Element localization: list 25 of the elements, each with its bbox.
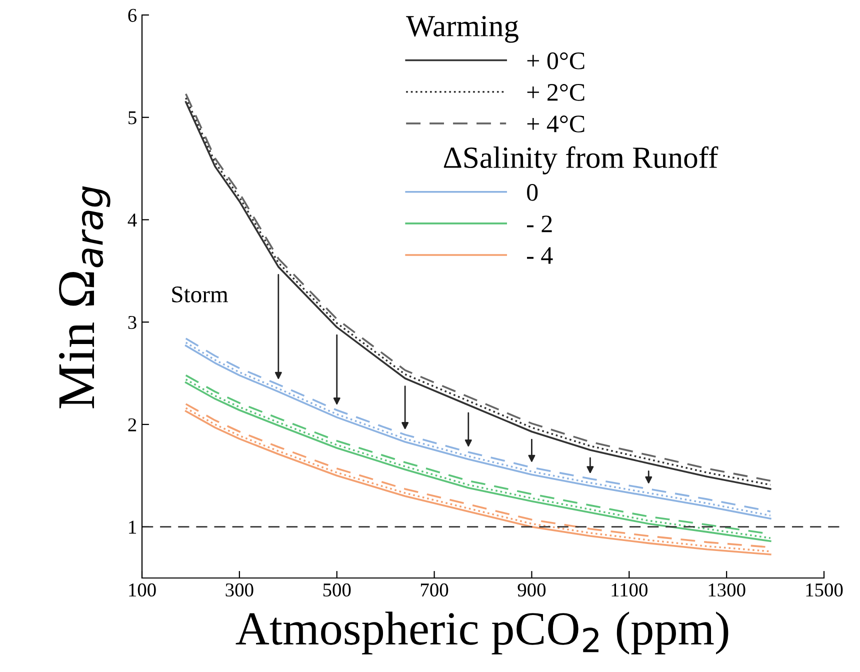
x-axis-title: Atmospheric pCO$_{2}$ (ppm): [236, 612, 728, 654]
legend-label: + 2°C: [527, 84, 584, 101]
y-tick-label: 4: [128, 214, 137, 226]
legend-title: Warming: [406, 16, 518, 43]
annotation: ΔSalinity from Runoff: [444, 146, 718, 174]
y-tick-label: 2: [128, 418, 136, 432]
legend-label: - 4: [527, 247, 553, 264]
x-tick-label: 100: [129, 583, 156, 597]
y-tick-label: 1: [129, 520, 136, 534]
y-axis-title: Min Ω$_{arag}$: [59, 186, 110, 408]
annotation: Storm: [172, 286, 228, 302]
x-tick-label: 300: [226, 583, 254, 597]
x-tick-label: 1100: [612, 583, 648, 597]
legend-label: 0: [527, 184, 538, 201]
legend-label: + 4°C: [527, 116, 584, 132]
x-tick-label: 1500: [806, 583, 843, 597]
x-tick-label: 900: [518, 583, 546, 597]
x-tick-label: 700: [420, 583, 448, 597]
x-tick-label: 1300: [708, 583, 746, 597]
x-tick-label: 500: [323, 583, 351, 597]
y-tick-label: 5: [128, 111, 136, 124]
legend-label: - 2: [527, 216, 552, 232]
y-tick-label: 6: [128, 8, 137, 22]
y-tick-label: 3: [128, 316, 136, 330]
legend-label: + 0°C: [527, 52, 584, 70]
